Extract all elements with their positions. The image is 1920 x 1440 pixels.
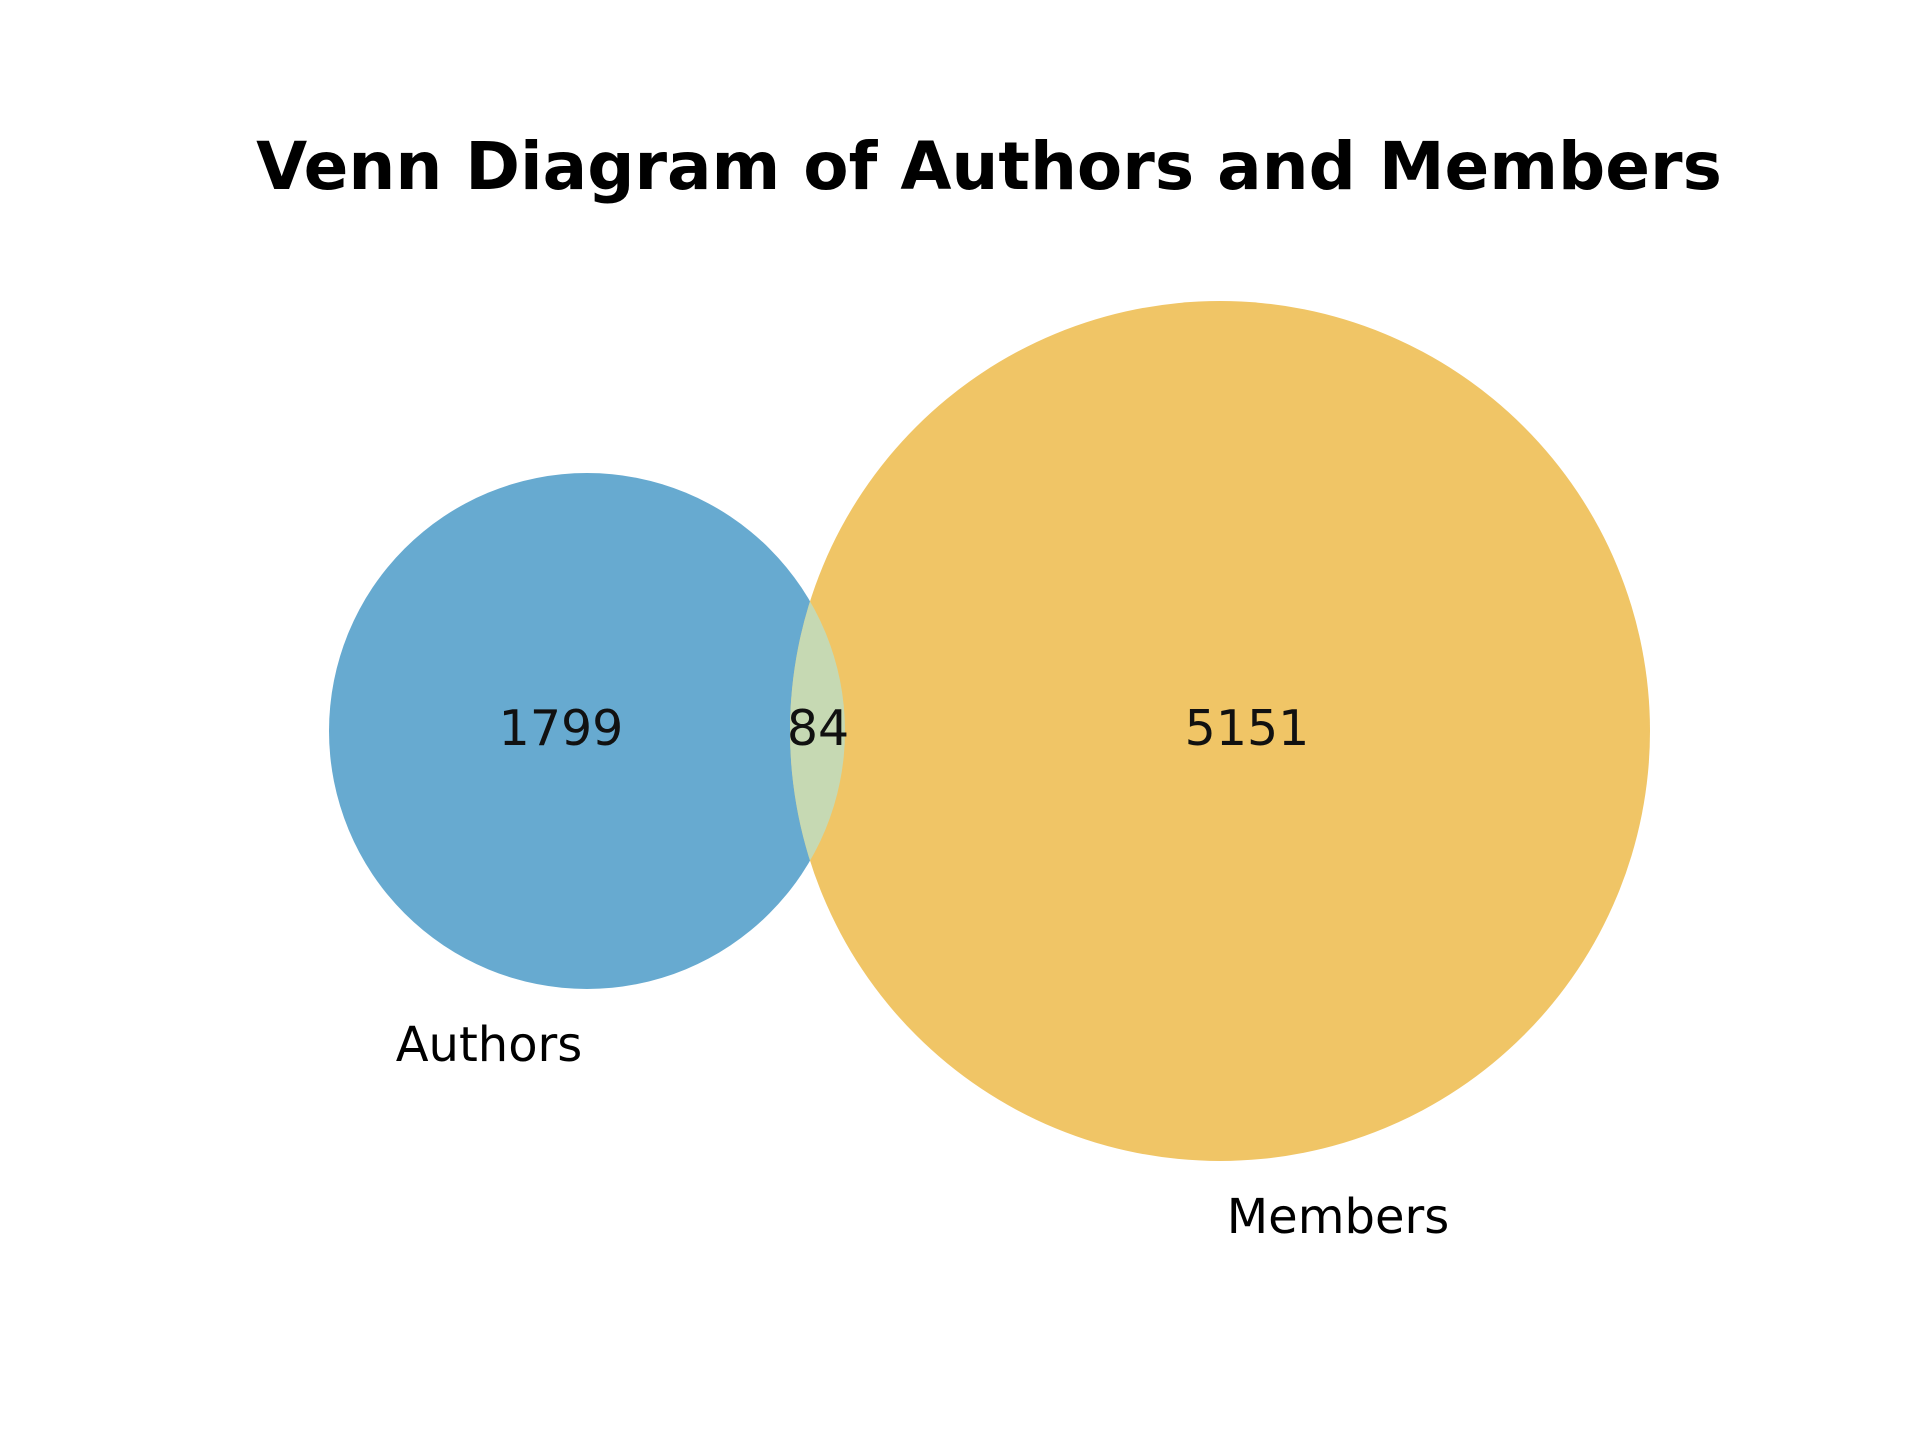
members-circle xyxy=(790,301,1650,1161)
authors-circle xyxy=(329,473,845,989)
authors-only-count: 1799 xyxy=(499,700,624,757)
authors-label: Authors xyxy=(396,1017,583,1073)
intersection-count: 84 xyxy=(787,700,849,757)
diagram-title: Venn Diagram of Authors and Members xyxy=(256,128,1722,205)
members-label: Members xyxy=(1227,1189,1449,1245)
members-only-count: 5151 xyxy=(1185,700,1310,757)
